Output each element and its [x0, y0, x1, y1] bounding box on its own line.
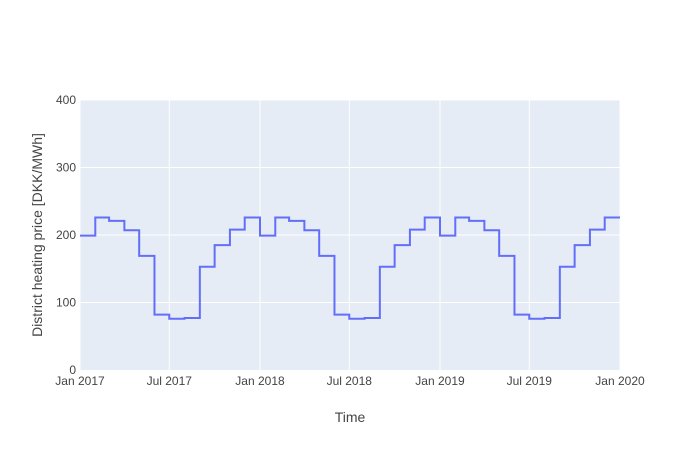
y-tick-label: 0 [69, 363, 76, 377]
x-tick-label: Jul 2017 [147, 374, 193, 388]
x-tick-label: Jul 2018 [327, 374, 373, 388]
price-step-line [80, 216, 620, 320]
series-layer [80, 216, 620, 320]
x-tick-label: Jan 2017 [55, 374, 105, 388]
x-tick-label: Jan 2020 [595, 374, 645, 388]
grid-lines [79, 99, 621, 370]
y-tick-labels: 0 100 200 300 400 [56, 93, 76, 377]
y-tick-label: 100 [56, 296, 76, 310]
x-axis-title: Time [335, 409, 366, 425]
x-tick-labels: Jan 2017 Jul 2017 Jan 2018 Jul 2018 Jan 2019… [55, 374, 645, 388]
y-axis-title: District heating price [DKK/MWh] [29, 133, 45, 337]
y-tick-label: 400 [56, 93, 76, 107]
y-tick-label: 200 [56, 228, 76, 242]
x-tick-label: Jan 2018 [235, 374, 285, 388]
x-tick-label: Jan 2019 [415, 374, 465, 388]
y-tick-label: 300 [56, 161, 76, 175]
x-tick-label: Jul 2019 [507, 374, 553, 388]
